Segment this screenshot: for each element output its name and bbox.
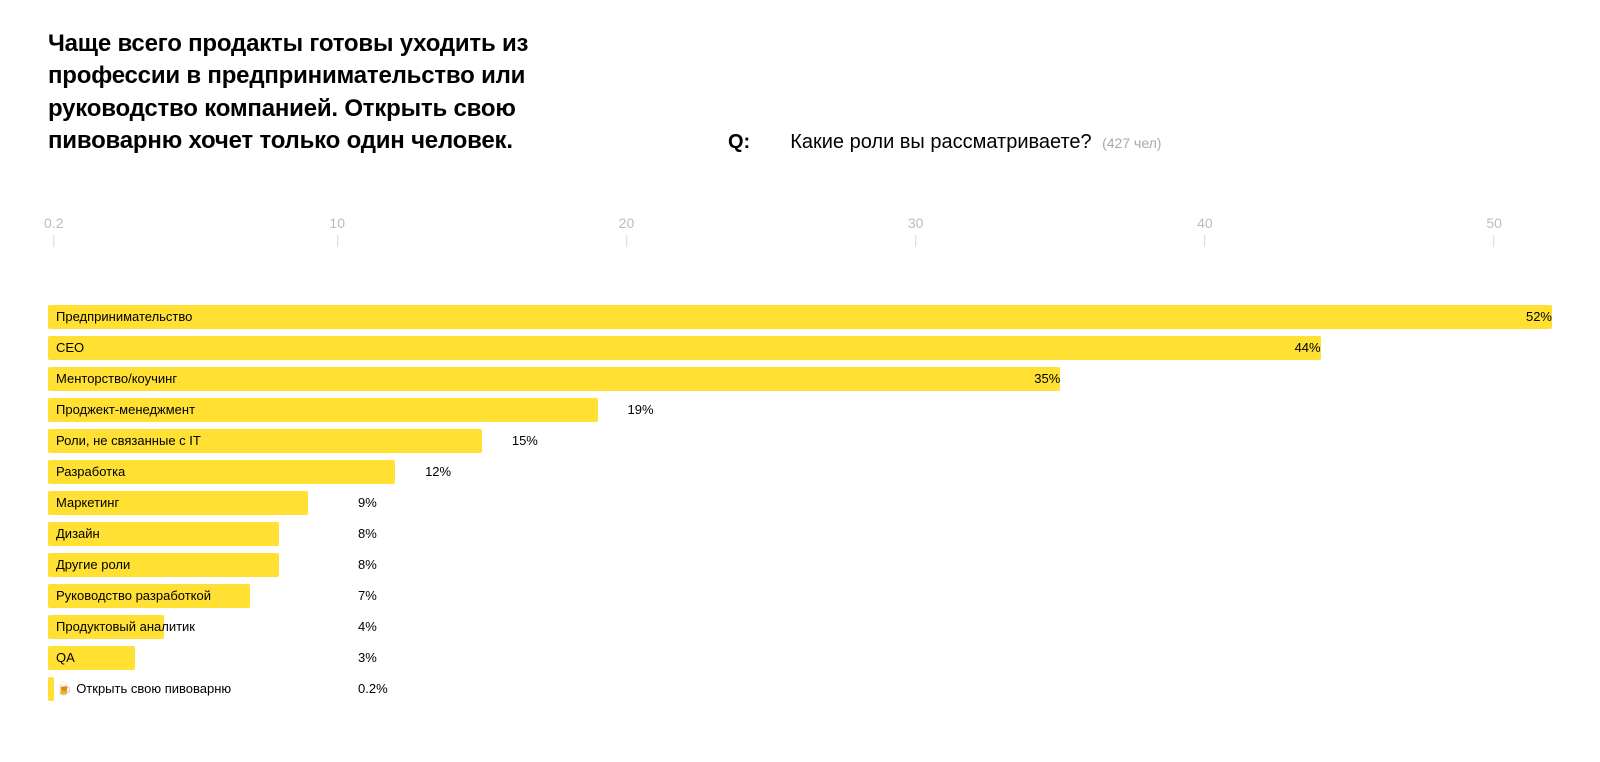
bar-chart: 0.21020304050 Предпринимательство52%CEO4… bbox=[48, 215, 1552, 732]
beer-icon: 🍺 bbox=[56, 677, 72, 701]
bar-label-text: Маркетинг bbox=[56, 495, 119, 510]
bar-row: Руководство разработкой 7% bbox=[48, 584, 1552, 608]
bar-value: 7% bbox=[358, 584, 377, 608]
bar-value: 0.2% bbox=[358, 677, 388, 701]
bar-label-text: Руководство разработкой bbox=[56, 588, 211, 603]
bar-row: QA 3% bbox=[48, 646, 1552, 670]
axis-tick-line bbox=[1204, 235, 1205, 247]
bar-label: Другие роли bbox=[56, 553, 130, 577]
bar-label: Дизайн bbox=[56, 522, 100, 546]
bars-area: Предпринимательство52% CEO44% Менторство/к… bbox=[48, 305, 1552, 701]
x-axis: 0.21020304050 bbox=[48, 215, 1552, 255]
bar-row: CEO44% bbox=[48, 336, 1552, 360]
axis-tick: 30 bbox=[908, 215, 924, 247]
axis-tick-label: 50 bbox=[1486, 215, 1502, 231]
axis-tick-label: 40 bbox=[1197, 215, 1213, 231]
bar-label: Руководство разработкой bbox=[56, 584, 211, 608]
bar-value: 8% bbox=[358, 553, 377, 577]
axis-tick-line bbox=[626, 235, 627, 247]
bar-label: Разработка bbox=[56, 460, 125, 484]
bar-row: Роли, не связанные с IT 15% bbox=[48, 429, 1552, 453]
bar-value: 52% bbox=[48, 305, 1552, 329]
axis-tick: 50 bbox=[1486, 215, 1502, 247]
bar-value: 8% bbox=[358, 522, 377, 546]
question-prefix: Q: bbox=[728, 131, 750, 154]
axis-tick-label: 20 bbox=[619, 215, 635, 231]
axis-tick-line bbox=[53, 235, 54, 247]
bar-value: 19% bbox=[628, 398, 654, 422]
bar bbox=[48, 677, 54, 701]
axis-tick: 20 bbox=[619, 215, 635, 247]
bar-label-text: Открыть свою пивоварню bbox=[76, 681, 231, 696]
chart-title: Чаще всего продакты готовы уходить из пр… bbox=[48, 28, 648, 158]
axis-tick: 0.2 bbox=[44, 215, 63, 247]
chart-header: Чаще всего продакты готовы уходить из пр… bbox=[0, 0, 1600, 158]
axis-tick-line bbox=[1494, 235, 1495, 247]
axis-tick-label: 10 bbox=[329, 215, 345, 231]
bar-row: Продуктовый аналитик 4% bbox=[48, 615, 1552, 639]
axis-tick-label: 0.2 bbox=[44, 215, 63, 231]
axis-tick-line bbox=[337, 235, 338, 247]
bar-row: Дизайн 8% bbox=[48, 522, 1552, 546]
bar-value: 44% bbox=[48, 336, 1321, 360]
axis-tick: 40 bbox=[1197, 215, 1213, 247]
bar-row: Менторство/коучинг35% bbox=[48, 367, 1552, 391]
bar-value: 12% bbox=[425, 460, 451, 484]
bar-label-text: Проджект-менеджмент bbox=[56, 402, 195, 417]
bar-value: 15% bbox=[512, 429, 538, 453]
axis-tick: 10 bbox=[329, 215, 345, 247]
respondents-count: (427 чел) bbox=[1102, 135, 1161, 151]
bar-label-text: Другие роли bbox=[56, 557, 130, 572]
bar-row: 🍺 Открыть свою пивоварню 0.2% bbox=[48, 677, 1552, 701]
bar-value: 4% bbox=[358, 615, 377, 639]
axis-tick-label: 30 bbox=[908, 215, 924, 231]
bar-value: 3% bbox=[358, 646, 377, 670]
bar-label-text: QA bbox=[56, 650, 75, 665]
bar-label-text: Разработка bbox=[56, 464, 125, 479]
bar-row: Другие роли 8% bbox=[48, 553, 1552, 577]
bar-label: Роли, не связанные с IT bbox=[56, 429, 201, 453]
axis-tick-line bbox=[915, 235, 916, 247]
bar-value: 35% bbox=[48, 367, 1060, 391]
bar-value: 9% bbox=[358, 491, 377, 515]
bar-label: 🍺 Открыть свою пивоварню bbox=[56, 677, 231, 701]
question-text: Какие роли вы рассматриваете? bbox=[790, 131, 1091, 153]
bar-label: Маркетинг bbox=[56, 491, 119, 515]
bar-row: Предпринимательство52% bbox=[48, 305, 1552, 329]
question-wrapper: Какие роли вы рассматриваете? (427 чел) bbox=[790, 131, 1161, 154]
bar-label-text: Роли, не связанные с IT bbox=[56, 433, 201, 448]
bar-label: QA bbox=[56, 646, 75, 670]
bar-row: Маркетинг 9% bbox=[48, 491, 1552, 515]
bar-label-text: Продуктовый аналитик bbox=[56, 619, 195, 634]
bar-row: Проджект-менеджмент 19% bbox=[48, 398, 1552, 422]
bar-label: Продуктовый аналитик bbox=[56, 615, 195, 639]
bar-row: Разработка 12% bbox=[48, 460, 1552, 484]
question-block: Q: Какие роли вы рассматриваете? (427 че… bbox=[728, 131, 1552, 158]
bar-label: Проджект-менеджмент bbox=[56, 398, 195, 422]
bar-label-text: Дизайн bbox=[56, 526, 100, 541]
